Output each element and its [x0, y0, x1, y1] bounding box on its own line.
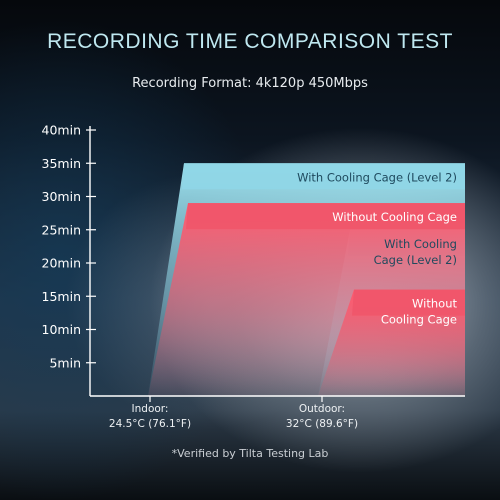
series-label-without-cage-indoor: Without Cooling Cage [332, 210, 457, 224]
y-tick-label: 35min [42, 156, 81, 171]
y-tick-label: 5min [49, 355, 81, 370]
x-category-label: Indoor: [132, 403, 169, 415]
series-label-with-cage-outdoor: With Cooling [384, 237, 457, 251]
y-tick-label: 25min [42, 222, 81, 237]
footnote: *Verified by Tilta Testing Lab [171, 447, 329, 460]
y-tick-label: 10min [42, 322, 81, 337]
area-without-cage-outdoor [318, 289, 465, 396]
y-tick-label: 15min [42, 289, 81, 304]
band-with-cage-indoor [182, 163, 465, 190]
series-label-with-cage-outdoor: Cage (Level 2) [374, 253, 457, 267]
x-category-label: Outdoor: [299, 403, 345, 415]
y-tick-label: 20min [42, 256, 81, 271]
x-category-sublabel: 24.5°C (76.1°F) [109, 418, 191, 430]
series-label-with-cage-indoor: With Cooling Cage (Level 2) [297, 170, 457, 184]
band-without-cage-outdoor [352, 289, 465, 316]
band-without-cage-indoor [186, 203, 465, 230]
x-category-sublabel: 32°C (89.6°F) [286, 418, 358, 430]
series-label-without-cage-outdoor: Without [412, 297, 457, 311]
chart-title: RECORDING TIME COMPARISON TEST [47, 30, 453, 53]
y-tick-label: 30min [42, 189, 81, 204]
chart-subtitle: Recording Format: 4k120p 450Mbps [132, 76, 368, 91]
series-label-without-cage-outdoor: Cooling Cage [381, 313, 457, 327]
y-tick-label: 40min [42, 123, 81, 138]
